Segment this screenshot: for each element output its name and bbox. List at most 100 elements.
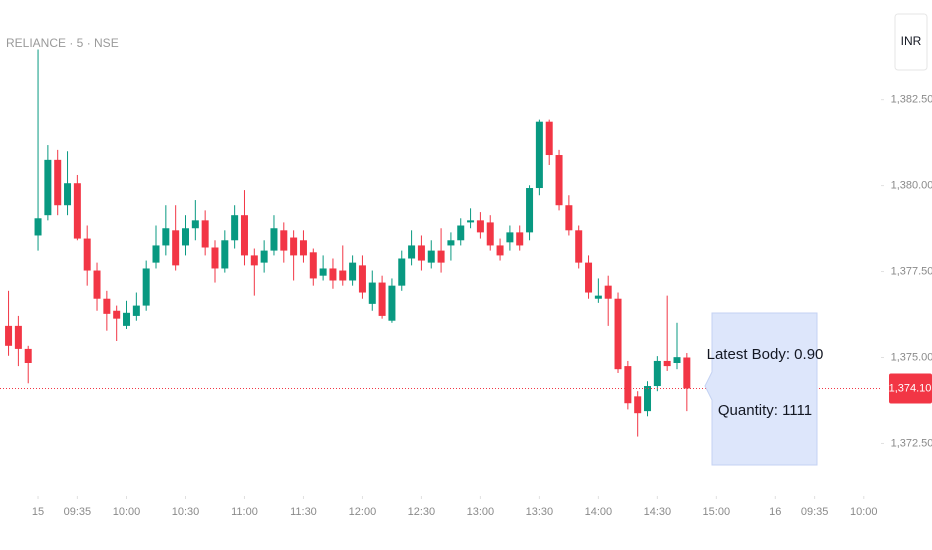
candle-body [152,245,160,263]
candle-body [231,215,239,241]
x-tick-label: 13:30 [526,506,554,518]
candle-body [506,232,514,243]
candle-body [132,305,140,316]
y-tick-label: 1,377.50 [891,265,932,277]
candle-body [142,268,150,306]
candle-body [545,121,553,156]
candle-body [172,230,180,266]
candle-body [14,325,22,349]
candle-body [260,250,268,263]
annotation-text: Latest Body: 0.90 [707,346,824,363]
candle-body [181,228,189,246]
candle-body [378,282,386,316]
candle-body [319,268,327,276]
candle-body [358,265,366,293]
candle-body [5,325,13,346]
x-tick-label: 14:30 [644,506,672,518]
candle-body [535,121,543,189]
candle-body [44,159,52,216]
candle-body [34,218,42,236]
currency-label[interactable]: INR [901,34,922,48]
x-tick-label: 15:00 [703,506,731,518]
x-tick-label: 10:00 [113,506,141,518]
candle-body [417,245,425,261]
candle-body [526,188,534,233]
candle-body [388,285,396,321]
candle-body [270,228,278,251]
candle-body [427,250,435,263]
x-tick-label: 14:00 [585,506,613,518]
candle-body [467,220,475,223]
candle-body [644,386,652,412]
candle-body [575,230,583,263]
candle-body [211,247,219,269]
candle-body [290,237,298,256]
candle-body [565,205,573,231]
x-tick-label: 09:35 [64,506,92,518]
x-tick-label: 10:00 [850,506,878,518]
candle-body [634,396,642,414]
candle-body [299,240,307,256]
candle-body [221,240,229,269]
candle-body [73,183,81,239]
candle-body [555,155,563,206]
candle-body [123,312,131,326]
candle-body [329,268,337,281]
candle-body [585,262,593,293]
candle-body [54,159,62,206]
candle-body [280,230,288,251]
y-tick-label: 1,382.50 [891,94,932,106]
candle-body [496,245,504,256]
candle-body [673,357,681,363]
candle-body [349,262,357,281]
candle-body [240,215,248,256]
candle-body [24,348,32,363]
candle-body [162,228,170,246]
candle-body [624,366,632,404]
last-price-box [889,373,932,404]
x-tick-label: 13:00 [467,506,495,518]
x-tick-label: 11:00 [231,506,258,518]
x-tick-label: 15 [32,506,44,518]
candle-body [339,270,347,281]
y-tick-label: 1,380.00 [891,180,932,192]
candle-body [250,255,258,266]
candle-body [476,220,484,233]
candle-body [486,222,494,246]
x-tick-label: 10:30 [172,506,200,518]
candle-body [663,360,671,367]
last-price-label: 1,374.10 [889,382,932,394]
x-tick-label: 11:30 [290,506,317,518]
candle-body [437,250,445,263]
candle-body [594,295,602,299]
candle-body [653,360,661,387]
candle-body [83,238,91,271]
candle-body [309,252,317,279]
annotation-box [704,312,818,466]
candle-body [457,225,465,241]
candle-body [103,298,111,314]
candle-body [516,232,524,246]
y-tick-label: 1,372.50 [891,437,932,449]
x-tick-label: 16 [769,506,781,518]
candle-body [64,183,72,206]
candle-body [368,282,376,304]
candle-body [113,310,121,319]
y-tick-label: 1,375.00 [891,351,932,363]
candle-body [191,220,199,229]
x-tick-label: 09:35 [801,506,829,518]
candle-body [604,285,612,299]
annotation-text: Quantity: 1111 [718,402,812,419]
x-tick-label: 12:30 [408,506,436,518]
candle-body [398,258,406,286]
candle-body [683,357,691,389]
candle-body [614,298,622,370]
candle-body [201,220,209,248]
currency-button[interactable] [894,13,928,71]
candle-body [408,245,416,259]
symbol-title: RELIANCE · 5 · NSE [6,36,119,50]
candle-body [93,270,101,299]
